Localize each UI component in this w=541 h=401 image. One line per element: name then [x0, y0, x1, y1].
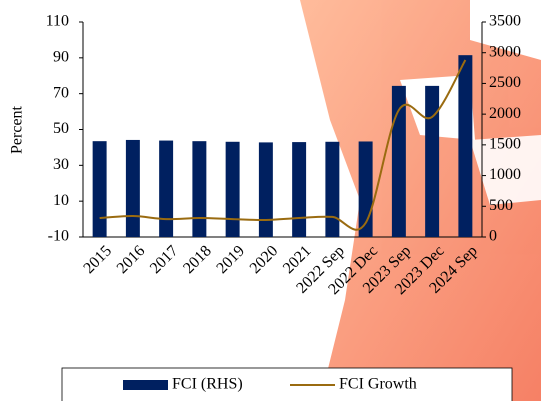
y2-tick-label: 2500: [489, 74, 521, 91]
legend-label: FCI Growth: [339, 376, 417, 393]
bar: [192, 141, 206, 237]
y-tick-label: 50: [53, 120, 69, 137]
y-axis-title: Percent: [9, 105, 26, 154]
bar: [292, 142, 306, 237]
x-tick-label: 2016: [114, 242, 149, 277]
x-tick-label: 2018: [180, 242, 215, 277]
y2-tick-label: 3000: [489, 43, 521, 60]
y2-tick-label: 1500: [489, 136, 521, 153]
y-tick-label: 70: [53, 84, 69, 101]
y2-tick-label: 0: [489, 228, 497, 245]
y-tick-label: -10: [48, 228, 69, 245]
y-tick-label: 10: [53, 192, 69, 209]
y-tick-label: 30: [53, 156, 69, 173]
y-tick-label: 90: [53, 49, 69, 66]
legend-swatch: [123, 380, 168, 390]
y2-tick-label: 3500: [489, 13, 521, 30]
bar: [226, 142, 240, 237]
y2-tick-label: 1000: [489, 166, 521, 183]
bar: [425, 86, 439, 237]
bar: [159, 141, 173, 237]
bar: [458, 55, 472, 237]
x-tick-label: 2017: [147, 242, 182, 277]
y2-tick-label: 500: [489, 197, 513, 214]
x-tick-label: 2020: [247, 242, 282, 277]
bar: [126, 140, 140, 237]
x-tick-label: 2015: [80, 242, 115, 277]
legend-label: FCI (RHS): [172, 376, 243, 393]
x-tick-label: 2019: [213, 242, 248, 277]
chart: Percent -10 10 30 50 70 90 110 0 500 1000 1500 2000…: [0, 0, 541, 401]
y2-tick-label: 2000: [489, 105, 521, 122]
bar: [93, 141, 107, 237]
bar: [259, 142, 273, 237]
y-tick-label: 110: [46, 13, 69, 30]
bar: [325, 142, 339, 237]
